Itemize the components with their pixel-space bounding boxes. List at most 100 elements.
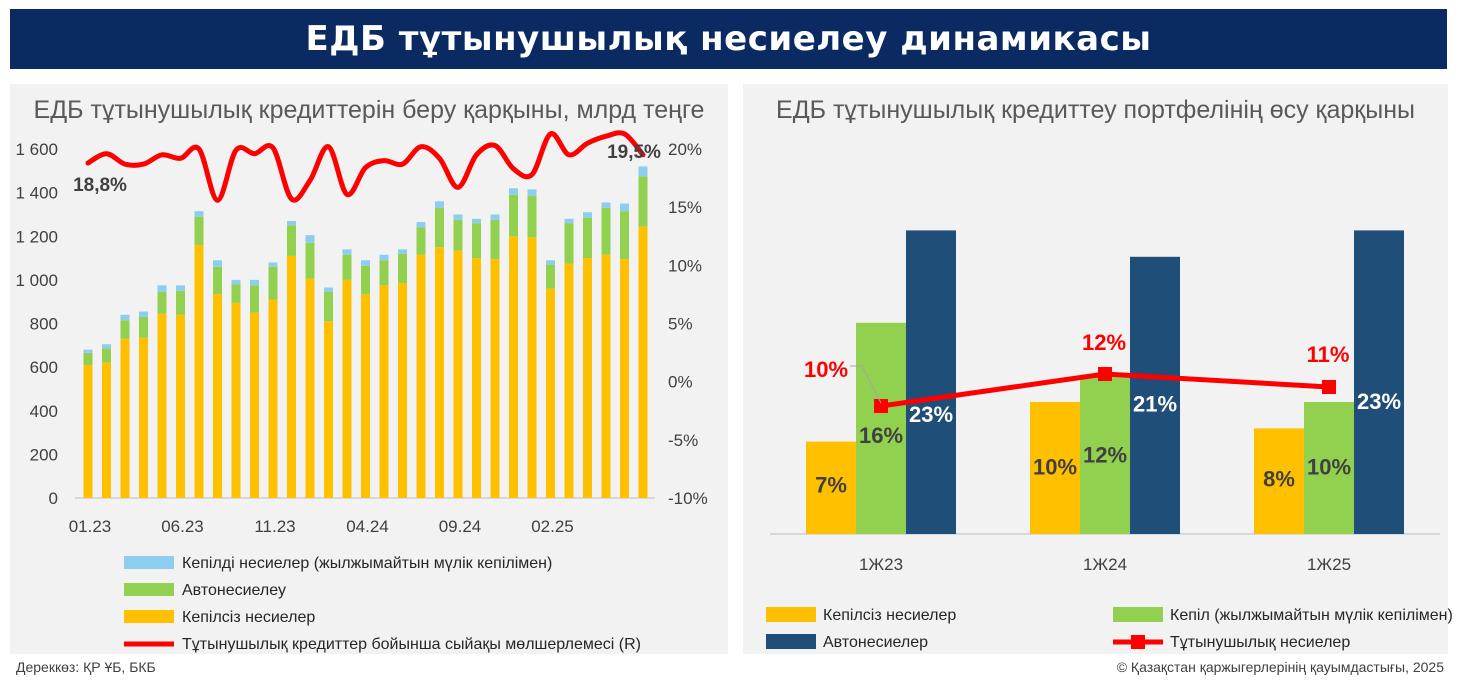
bar-segment [287, 220, 296, 226]
bar-segment [583, 212, 592, 218]
bar-segment [601, 202, 611, 208]
bar [1030, 402, 1080, 534]
data-label: 7% [815, 472, 847, 497]
bar-segment [268, 266, 278, 300]
bar [1080, 375, 1130, 534]
x-tick-label: 06.23 [161, 517, 204, 536]
bar-segment [120, 338, 130, 498]
bar-segment [250, 312, 259, 498]
x-tick-label: 02.25 [531, 517, 574, 536]
bar [806, 441, 856, 534]
y-right-tick-label: 15% [668, 198, 702, 217]
bar-segment [342, 249, 352, 255]
bar-segment [102, 348, 111, 363]
bar-segment [324, 287, 333, 292]
bar-segment [287, 255, 296, 498]
bar-segment [342, 254, 352, 280]
bar-segment [601, 254, 611, 498]
bar-segment [509, 194, 518, 237]
bar-segment [83, 352, 93, 365]
bar-segment [194, 211, 204, 217]
source-note: Дереккөз: ҚР ҰБ, БКБ [16, 659, 156, 675]
bar-segment [379, 254, 389, 261]
bar-segment [398, 249, 407, 254]
bar [1304, 402, 1354, 534]
bar-segment [324, 291, 333, 322]
legend-label: Кепіл (жылжымайтын мүлік кепілімен) [1170, 607, 1453, 624]
bar-segment [435, 207, 444, 248]
bar-segment [546, 264, 555, 289]
bar-segment [268, 262, 278, 267]
legend-swatch [124, 556, 174, 569]
y-left-tick-label: 1 200 [15, 227, 58, 246]
y-right-tick-label: 0% [668, 373, 693, 392]
legend-label: Тұтынушылық несиелер [1170, 634, 1350, 651]
bar-segment [120, 320, 130, 339]
bar-segment [102, 362, 111, 498]
bar-segment [361, 260, 370, 266]
bar-segment [472, 223, 481, 259]
rate-line [85, 130, 646, 203]
bar-segment [194, 216, 204, 245]
leader-line [850, 365, 882, 404]
bar-segment [250, 285, 259, 313]
bar-segment [564, 218, 574, 224]
bar-segment [305, 242, 315, 279]
bar-segment [638, 226, 648, 498]
category-label: 1Ж24 [1083, 555, 1127, 574]
bar-segment [435, 247, 444, 498]
bar-segment [453, 214, 463, 220]
legend-label: Кепілсіз несиелер [182, 609, 315, 626]
growth-label: 11% [1307, 342, 1350, 367]
y-right-tick-label: 20% [668, 140, 702, 159]
bar-segment [620, 211, 629, 260]
legend-label: Автонесиелер [823, 634, 928, 651]
legend-swatch [766, 634, 816, 649]
legend-label: Автонесиелеу [182, 582, 286, 599]
bar-segment [102, 344, 111, 349]
bar-segment [416, 254, 426, 498]
legend-swatch [766, 607, 816, 622]
x-tick-label: 09.24 [439, 517, 482, 536]
bar-segment [287, 225, 296, 256]
y-left-tick-label: 0 [49, 489, 58, 508]
bar-segment [361, 294, 370, 498]
bar-segment [231, 302, 241, 498]
bar-segment [453, 219, 463, 251]
growth-label: 12% [1082, 330, 1126, 355]
bar-segment [546, 260, 555, 265]
bar-segment [638, 176, 648, 227]
bar-segment [509, 188, 518, 195]
bar-segment [139, 337, 148, 498]
growth-label: 10% [804, 357, 848, 382]
bar-segment [583, 217, 592, 259]
legend-swatch-marker [1131, 635, 1145, 649]
growth-marker [874, 399, 888, 413]
bar-segment [490, 214, 500, 220]
bar-segment [398, 283, 407, 498]
bar-segment [157, 285, 167, 292]
y-left-tick-label: 200 [30, 445, 58, 464]
bar-segment [472, 218, 481, 224]
y-right-tick-label: 5% [668, 315, 693, 334]
rate-last-label: 19,5% [607, 142, 661, 163]
bar-segment [564, 223, 574, 264]
right-chart-title: ЕДБ тұтынушылық кредиттеу портфелінің өс… [776, 96, 1415, 124]
bar-segment [416, 222, 426, 228]
bar-segment [564, 263, 574, 498]
bar [906, 230, 956, 534]
bar-segment [361, 265, 370, 295]
category-label: 1Ж25 [1307, 555, 1351, 574]
bar-segment [527, 195, 537, 238]
data-label: 10% [1033, 455, 1077, 480]
bar-segment [194, 244, 204, 498]
bar-segment [83, 349, 93, 353]
bar-segment [305, 278, 315, 498]
bar-segment [527, 237, 537, 498]
y-left-tick-label: 800 [30, 315, 58, 334]
y-left-tick-label: 1 000 [15, 271, 58, 290]
bar-segment [120, 314, 130, 321]
bar [1130, 256, 1180, 534]
x-tick-label: 01.23 [69, 517, 112, 536]
